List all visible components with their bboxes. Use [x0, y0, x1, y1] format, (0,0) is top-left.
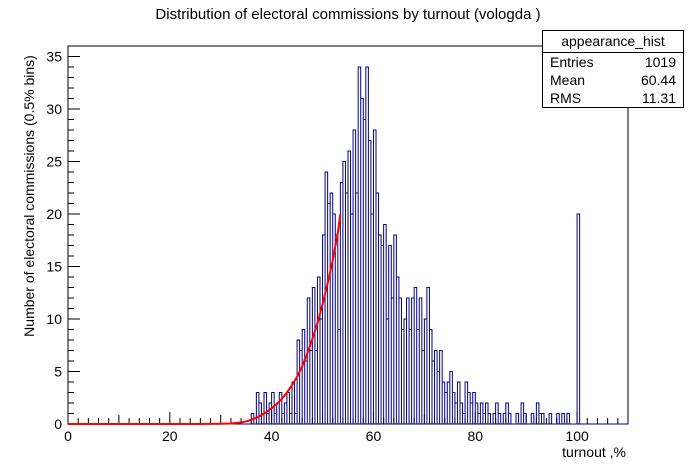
y-tick-label: 0: [54, 416, 62, 432]
chart-title: Distribution of electoral commissions by…: [155, 6, 541, 23]
fit-curve: [68, 213, 342, 425]
stats-row-rms: RMS 11.31: [543, 89, 683, 107]
x-tick-label: 20: [162, 428, 178, 444]
stats-mean-label: Mean: [550, 72, 586, 88]
y-tick-label: 30: [46, 101, 62, 117]
y-tick-label: 35: [46, 49, 62, 65]
x-tick-label: 60: [366, 428, 382, 444]
stats-entries-value: 1019: [644, 54, 676, 70]
stats-row-entries: Entries 1019: [543, 53, 683, 71]
histogram-outline: [68, 66, 628, 425]
stats-rms-value: 11.31: [642, 90, 676, 106]
y-tick-label: 5: [54, 364, 62, 380]
y-tick-label: 25: [46, 154, 62, 170]
stats-rms-label: RMS: [550, 90, 582, 106]
y-axis-label: Number of electoral commissions (0.5% bi…: [21, 55, 37, 337]
x-tick-label: 40: [264, 428, 280, 444]
y-tick-label: 10: [46, 311, 62, 327]
stats-entries-label: Entries: [550, 54, 594, 70]
stats-row-mean: Mean 60.44: [543, 71, 683, 89]
y-axis-ticks: 0 5 10 15 20 25 30 35: [46, 45, 80, 432]
stats-mean-value: 60.44: [640, 72, 676, 88]
y-tick-label: 15: [46, 259, 62, 275]
stats-box: appearance_hist Entries 1019 Mean 60.44 …: [542, 30, 684, 108]
x-tick-label: 80: [467, 428, 483, 444]
stats-box-title: appearance_hist: [543, 31, 683, 53]
y-tick-label: 20: [46, 206, 62, 222]
x-axis-label: turnout ,%: [562, 444, 626, 460]
x-tick-label: 100: [565, 428, 589, 444]
x-tick-label: 0: [64, 428, 72, 444]
x-axis-ticks: 0 20 40 60 80 100: [64, 412, 629, 444]
